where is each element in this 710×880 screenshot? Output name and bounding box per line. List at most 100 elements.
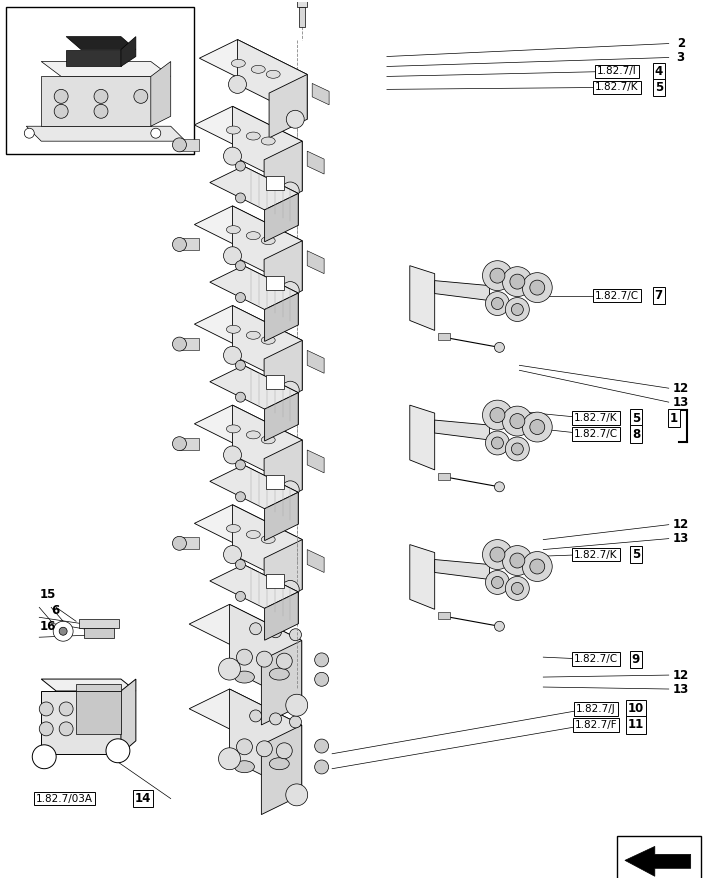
Circle shape [503, 546, 532, 576]
Text: 13: 13 [672, 532, 689, 545]
Circle shape [510, 275, 525, 290]
Ellipse shape [269, 668, 289, 680]
Circle shape [134, 90, 148, 103]
Polygon shape [41, 679, 136, 691]
Polygon shape [625, 847, 691, 876]
Polygon shape [410, 405, 435, 470]
Circle shape [173, 436, 187, 451]
Circle shape [494, 342, 504, 352]
Circle shape [530, 280, 545, 295]
Circle shape [224, 347, 241, 364]
Circle shape [151, 128, 160, 138]
Circle shape [59, 702, 73, 716]
Polygon shape [265, 392, 298, 441]
Circle shape [219, 748, 241, 770]
Circle shape [511, 304, 523, 316]
Circle shape [491, 297, 503, 310]
Ellipse shape [261, 137, 275, 145]
Ellipse shape [251, 65, 266, 73]
Circle shape [510, 553, 525, 568]
Polygon shape [210, 166, 298, 210]
Circle shape [285, 784, 307, 806]
Polygon shape [41, 62, 170, 77]
Polygon shape [410, 266, 435, 330]
Polygon shape [265, 194, 298, 242]
Circle shape [256, 741, 273, 757]
Polygon shape [307, 251, 324, 274]
Text: 6: 6 [51, 604, 60, 617]
Circle shape [506, 297, 530, 321]
Ellipse shape [246, 132, 261, 140]
Text: 3: 3 [677, 51, 684, 64]
Circle shape [290, 716, 302, 728]
Circle shape [523, 552, 552, 582]
Circle shape [39, 722, 53, 736]
Polygon shape [210, 266, 298, 310]
Circle shape [256, 651, 273, 667]
Circle shape [281, 581, 299, 598]
Circle shape [315, 672, 329, 686]
Circle shape [286, 110, 304, 128]
Circle shape [530, 559, 545, 574]
Circle shape [24, 128, 34, 138]
Polygon shape [200, 40, 307, 93]
Circle shape [270, 713, 282, 725]
Circle shape [276, 743, 293, 759]
Polygon shape [195, 106, 302, 160]
Polygon shape [121, 37, 136, 67]
Polygon shape [195, 206, 302, 260]
Polygon shape [244, 166, 298, 225]
Text: 8: 8 [632, 428, 640, 441]
Circle shape [523, 273, 552, 303]
Polygon shape [76, 691, 121, 734]
Circle shape [224, 546, 241, 563]
Circle shape [483, 260, 513, 290]
Polygon shape [232, 505, 302, 590]
Circle shape [229, 76, 246, 93]
Text: 13: 13 [672, 683, 689, 695]
Circle shape [173, 337, 187, 351]
Bar [299, 7, 305, 26]
Circle shape [483, 539, 513, 569]
Circle shape [236, 260, 246, 271]
Circle shape [224, 147, 241, 165]
Circle shape [236, 460, 246, 470]
Text: 5: 5 [655, 81, 663, 94]
Polygon shape [312, 84, 329, 105]
Text: 1.82.7/K: 1.82.7/K [574, 413, 618, 423]
Circle shape [281, 480, 299, 499]
Polygon shape [229, 605, 302, 705]
Circle shape [224, 446, 241, 464]
Circle shape [523, 412, 552, 442]
Polygon shape [180, 538, 200, 549]
Text: 16: 16 [39, 620, 55, 633]
Ellipse shape [246, 431, 261, 439]
Polygon shape [189, 605, 302, 660]
Ellipse shape [234, 760, 254, 773]
Circle shape [236, 739, 252, 755]
Polygon shape [232, 305, 302, 390]
Bar [266, 575, 284, 589]
Bar [437, 334, 449, 341]
Circle shape [106, 739, 130, 763]
Polygon shape [41, 691, 121, 754]
Text: 11: 11 [628, 718, 644, 731]
Polygon shape [189, 689, 302, 744]
Ellipse shape [246, 331, 261, 340]
Circle shape [276, 653, 293, 669]
Text: 1.82.7/F: 1.82.7/F [574, 720, 618, 730]
Circle shape [315, 653, 329, 667]
Circle shape [250, 623, 261, 634]
Polygon shape [264, 440, 302, 509]
Ellipse shape [266, 70, 280, 78]
Polygon shape [244, 564, 298, 624]
Ellipse shape [226, 225, 240, 234]
Circle shape [173, 238, 187, 252]
Circle shape [483, 400, 513, 430]
Circle shape [285, 694, 307, 716]
Polygon shape [410, 545, 435, 609]
Bar [79, 620, 119, 628]
Text: 1.82.7/C: 1.82.7/C [574, 654, 618, 664]
Ellipse shape [246, 231, 261, 239]
Text: 7: 7 [655, 289, 663, 302]
